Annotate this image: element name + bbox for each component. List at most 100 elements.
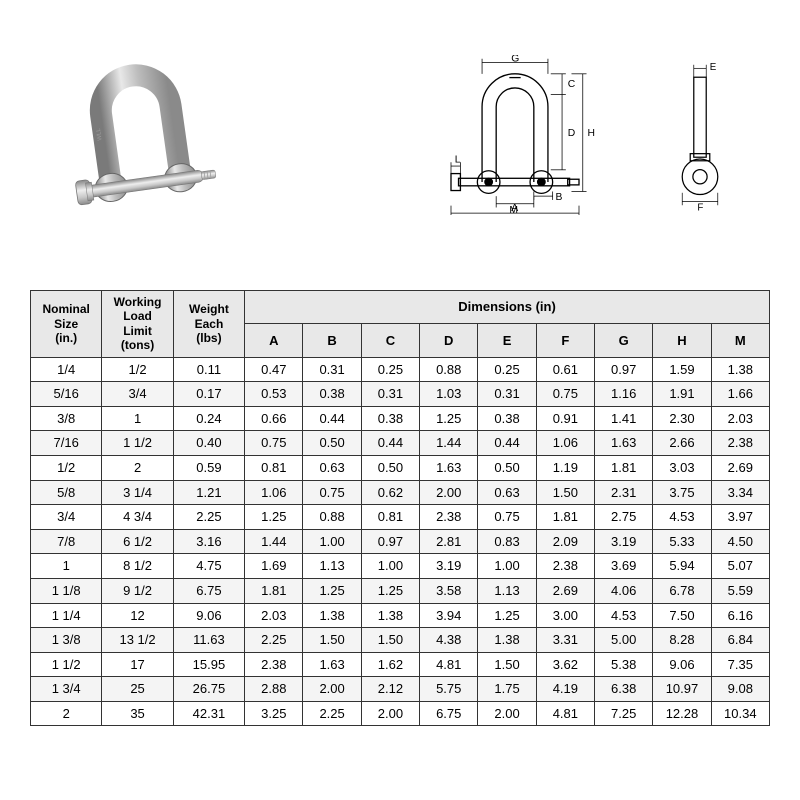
table-cell: 1.13 — [478, 578, 536, 603]
hdr-dim-f: F — [536, 324, 594, 357]
table-cell: 2.38 — [536, 554, 594, 579]
hdr-weight: Weight Each (lbs) — [173, 291, 244, 358]
dim-label-f: F — [697, 203, 703, 214]
table-cell: 2.30 — [653, 406, 711, 431]
table-cell: 2.03 — [711, 406, 769, 431]
table-header: Nominal Size (in.) Working Load Limit (t… — [31, 291, 770, 358]
table-cell: 1.50 — [361, 628, 419, 653]
table-cell: 8.28 — [653, 628, 711, 653]
dim-label-b: B — [555, 192, 562, 203]
table-cell: 1 1/2 — [102, 431, 173, 456]
table-cell: 1.75 — [478, 677, 536, 702]
table-cell: 0.81 — [361, 505, 419, 530]
hdr-dim-d: D — [420, 324, 478, 357]
table-cell: 9.08 — [711, 677, 769, 702]
table-cell: 1.81 — [245, 578, 303, 603]
table-cell: 2 — [31, 701, 102, 726]
table-cell: 4.38 — [420, 628, 478, 653]
table-cell: 2.03 — [245, 603, 303, 628]
table-cell: 4.53 — [653, 505, 711, 530]
table-cell: 1.59 — [653, 357, 711, 382]
table-cell: 0.31 — [361, 382, 419, 407]
table-cell: 1.06 — [536, 431, 594, 456]
table-cell: 4.81 — [420, 652, 478, 677]
table-cell: 2.31 — [595, 480, 653, 505]
table-cell: 3.97 — [711, 505, 769, 530]
table-cell: 2.69 — [536, 578, 594, 603]
table-cell: 5/8 — [31, 480, 102, 505]
table-cell: 2.12 — [361, 677, 419, 702]
table-cell: 6.78 — [653, 578, 711, 603]
table-cell: 0.63 — [303, 455, 361, 480]
table-cell: 13 1/2 — [102, 628, 173, 653]
dim-label-l: L — [455, 154, 461, 165]
table-cell: 0.61 — [536, 357, 594, 382]
table-cell: 2.66 — [653, 431, 711, 456]
table-cell: 0.81 — [245, 455, 303, 480]
table-cell: 5.07 — [711, 554, 769, 579]
table-cell: 35 — [102, 701, 173, 726]
table-cell: 1.00 — [303, 529, 361, 554]
table-cell: 6.16 — [711, 603, 769, 628]
table-cell: 1 3/4 — [31, 677, 102, 702]
table-cell: 1 3/8 — [31, 628, 102, 653]
table-cell: 0.11 — [173, 357, 244, 382]
table-cell: 2.81 — [420, 529, 478, 554]
table-row: 3/810.240.660.440.381.250.380.911.412.30… — [31, 406, 770, 431]
table-row: 1 3/813 1/211.632.251.501.504.381.383.31… — [31, 628, 770, 653]
table-row: 1/220.590.810.630.501.630.501.191.813.03… — [31, 455, 770, 480]
table-cell: 2.69 — [711, 455, 769, 480]
table-cell: 1.44 — [245, 529, 303, 554]
table-cell: 1/2 — [102, 357, 173, 382]
table-row: 5/83 1/41.211.060.750.622.000.631.502.31… — [31, 480, 770, 505]
table-cell: 1.50 — [478, 652, 536, 677]
table-row: 5/163/40.170.530.380.311.030.310.751.161… — [31, 382, 770, 407]
table-cell: 1.25 — [361, 578, 419, 603]
dim-label-d: D — [568, 128, 575, 139]
table-cell: 0.97 — [361, 529, 419, 554]
table-cell: 0.31 — [303, 357, 361, 382]
hdr-dim-a: A — [245, 324, 303, 357]
table-cell: 2.38 — [245, 652, 303, 677]
table-cell: 3.75 — [653, 480, 711, 505]
table-cell: 6 1/2 — [102, 529, 173, 554]
table-cell: 0.53 — [245, 382, 303, 407]
table-row: 7/86 1/23.161.441.000.972.810.832.093.19… — [31, 529, 770, 554]
table-cell: 0.31 — [478, 382, 536, 407]
table-cell: 1.21 — [173, 480, 244, 505]
table-cell: 0.44 — [361, 431, 419, 456]
table-cell: 6.84 — [711, 628, 769, 653]
table-row: 1 1/4129.062.031.381.383.941.253.004.537… — [31, 603, 770, 628]
table-body: 1/41/20.110.470.310.250.880.250.610.971.… — [31, 357, 770, 726]
table-cell: 6.75 — [173, 578, 244, 603]
table-cell: 4.50 — [711, 529, 769, 554]
table-cell: 4.19 — [536, 677, 594, 702]
spec-table-container: Nominal Size (in.) Working Load Limit (t… — [30, 290, 770, 726]
table-cell: 1.41 — [595, 406, 653, 431]
table-cell: 0.38 — [361, 406, 419, 431]
table-row: 1 1/89 1/26.751.811.251.253.581.132.694.… — [31, 578, 770, 603]
table-cell: 1.38 — [478, 628, 536, 653]
table-cell: 0.38 — [478, 406, 536, 431]
table-row: 18 1/24.751.691.131.003.191.002.383.695.… — [31, 554, 770, 579]
table-cell: 9.06 — [173, 603, 244, 628]
table-cell: 7.25 — [595, 701, 653, 726]
table-cell: 1.38 — [711, 357, 769, 382]
table-cell: 0.50 — [478, 455, 536, 480]
table-cell: 3.58 — [420, 578, 478, 603]
table-row: 1/41/20.110.470.310.250.880.250.610.971.… — [31, 357, 770, 382]
table-cell: 0.44 — [478, 431, 536, 456]
table-cell: 2.25 — [173, 505, 244, 530]
table-cell: 15.95 — [173, 652, 244, 677]
hdr-dim-e: E — [478, 324, 536, 357]
table-cell: 1.69 — [245, 554, 303, 579]
hdr-dimensions: Dimensions (in) — [245, 291, 770, 324]
hdr-dim-g: G — [595, 324, 653, 357]
table-cell: 0.88 — [303, 505, 361, 530]
table-cell: 0.63 — [478, 480, 536, 505]
table-cell: 2.00 — [303, 677, 361, 702]
spec-table: Nominal Size (in.) Working Load Limit (t… — [30, 290, 770, 726]
table-cell: 6.38 — [595, 677, 653, 702]
table-cell: 0.66 — [245, 406, 303, 431]
table-cell: 5/16 — [31, 382, 102, 407]
